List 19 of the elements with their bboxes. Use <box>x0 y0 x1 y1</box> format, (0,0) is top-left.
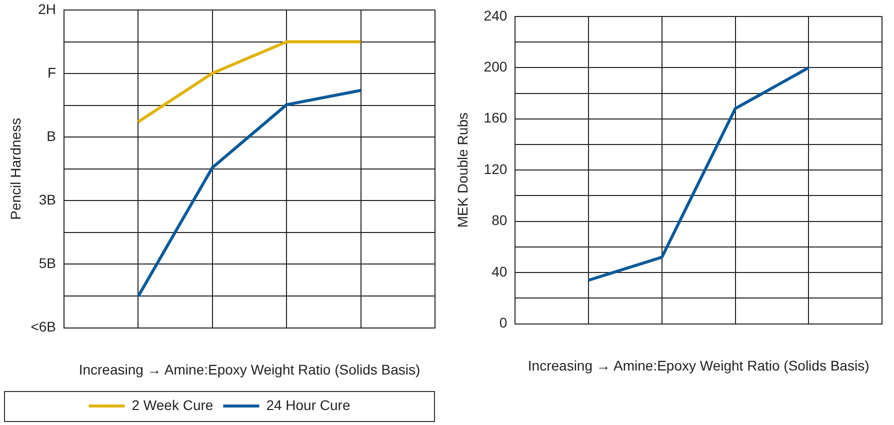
y-tick-label: 200 <box>484 58 508 74</box>
y-tick-label: 0 <box>499 314 508 331</box>
legend-label: 2 Week Cure <box>132 396 214 413</box>
y-tick-label: 160 <box>484 110 508 126</box>
text: 3B <box>38 192 56 208</box>
text: B <box>46 128 56 144</box>
text: 5B <box>38 255 56 272</box>
y-tick-label: 240 <box>484 7 508 24</box>
x-axis-title: Increasing → Amine:Epoxy Weight Ratio (Solids Basis) <box>528 357 870 374</box>
x-axis-title: Increasing → Amine:Epoxy Weight Ratio (Solids Basis) <box>78 361 420 378</box>
text: F <box>47 64 56 80</box>
y-tick-label: 120 <box>484 160 508 177</box>
y-tick-label: 40 <box>492 263 508 280</box>
text: 2H <box>38 0 56 17</box>
text: <6B <box>30 318 56 335</box>
y-tick-label: 80 <box>492 212 508 228</box>
y-axis-title: Pencil Hardness <box>7 118 24 220</box>
legend-label: 24 Hour Cure <box>266 396 350 413</box>
y-axis-title: MEK Double Rubs <box>454 112 470 228</box>
